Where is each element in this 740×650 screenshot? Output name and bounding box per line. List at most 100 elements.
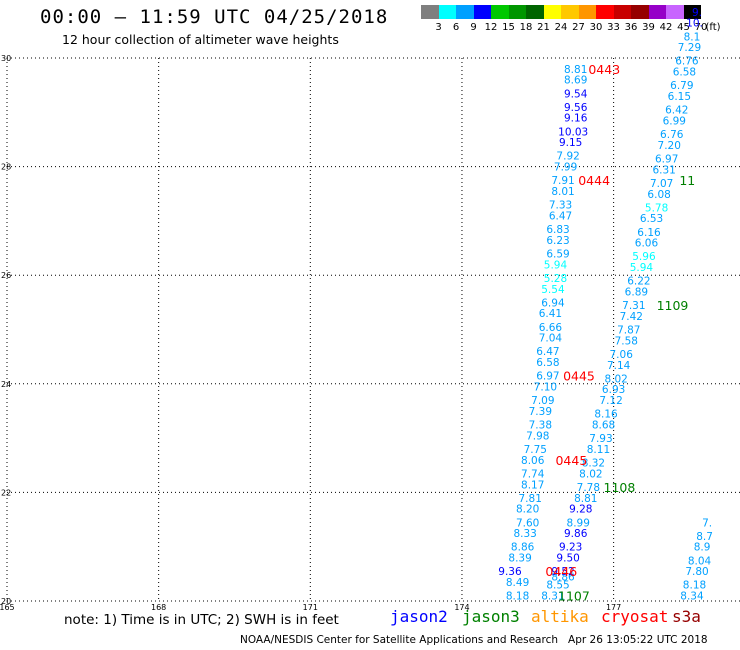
swh-value-70: 6.89 xyxy=(625,286,648,298)
legend-swatch-3 xyxy=(421,5,439,19)
swh-value-33: 7.74 xyxy=(521,468,545,480)
legend-swatch-18 xyxy=(508,5,526,19)
swh-value-16: 5.94 xyxy=(544,259,568,271)
swh-value-57: 8.11 xyxy=(587,444,610,456)
swh-value-93: 9. xyxy=(692,7,702,19)
pass-time-7: 1108 xyxy=(604,480,636,495)
swh-value-92: 10. xyxy=(686,18,703,30)
legend-label-42: 42 xyxy=(659,22,673,33)
y-tick-label-28: 28 xyxy=(1,163,11,172)
swh-value-11: 7.33 xyxy=(549,200,572,212)
legend-label-15: 15 xyxy=(502,22,515,33)
swh-value-28: 7.39 xyxy=(529,406,552,418)
swh-value-79: 7.07 xyxy=(650,178,673,190)
y-tick-label-20: 20 xyxy=(1,597,11,606)
swh-value-15: 6.59 xyxy=(546,248,569,260)
legend-swatch-33 xyxy=(596,5,614,19)
swh-value-62: 6.93 xyxy=(602,384,625,396)
legend-label-6: 6 xyxy=(452,22,460,33)
legend-swatch-27 xyxy=(561,5,579,19)
swh-value-86: 6.15 xyxy=(668,91,691,103)
x-tick-label-171: 171 xyxy=(303,603,318,612)
swh-value-85: 6.42 xyxy=(665,105,688,117)
swh-value-23: 6.47 xyxy=(536,346,559,358)
swh-value-66: 7.58 xyxy=(615,335,638,347)
swh-value-52: 9.28 xyxy=(569,504,592,516)
footer-credit: NOAA/NESDIS Center for Satellite Applica… xyxy=(240,634,708,646)
swh-value-17: 5.28 xyxy=(544,273,567,285)
swh-value-3: 9.56 xyxy=(564,102,588,114)
swh-value-82: 7.20 xyxy=(658,140,681,152)
swh-value-4: 9.16 xyxy=(564,113,588,125)
legend-swatch-42 xyxy=(648,5,666,19)
swh-value-100: 7. xyxy=(702,517,712,529)
swh-value-91: 8.1 xyxy=(684,31,701,43)
legend-label-18: 18 xyxy=(519,22,533,33)
satellite-cryosat: cryosat xyxy=(601,607,669,626)
swh-value-68: 7.42 xyxy=(620,311,643,323)
satellite-s3a: s3a xyxy=(672,607,701,626)
legend-swatch-45 xyxy=(666,5,684,19)
swh-value-31: 7.75 xyxy=(524,444,547,456)
swh-value-99: 8.7 xyxy=(696,531,713,543)
swh-value-61: 7.12 xyxy=(599,395,622,407)
swh-value-94: 8.34 xyxy=(680,591,704,603)
swh-value-1: 8.69 xyxy=(564,75,587,87)
swh-value-67: 7.87 xyxy=(617,325,640,337)
legend-swatch-9 xyxy=(456,5,474,19)
legend-swatch-15 xyxy=(491,5,509,19)
swh-value-53: 8.81 xyxy=(574,493,597,505)
legend-label-3: 3 xyxy=(435,22,442,33)
legend-label-24: 24 xyxy=(554,22,568,33)
swh-value-10: 8.01 xyxy=(551,186,574,198)
swh-value-18: 5.54 xyxy=(541,284,565,296)
x-tick-label-168: 168 xyxy=(151,603,166,612)
swh-value-36: 8.20 xyxy=(516,504,539,516)
swh-value-49: 9.23 xyxy=(559,542,582,554)
swh-value-39: 8.86 xyxy=(511,542,535,554)
legend-label-39: 39 xyxy=(642,22,655,33)
pass-time-6: 1109 xyxy=(657,298,689,313)
swh-value-45: 8.55 xyxy=(546,580,569,592)
swh-value-38: 8.33 xyxy=(513,528,536,540)
swh-value-54: 7.78 xyxy=(577,482,600,494)
pass-time-5: 11 xyxy=(679,173,695,188)
swh-value-48: 9.50 xyxy=(556,553,579,565)
swh-value-98: 8.9 xyxy=(694,542,711,554)
swh-value-26: 7.10 xyxy=(534,382,557,394)
swh-value-2: 9.54 xyxy=(564,88,588,100)
swh-value-37: 7.60 xyxy=(516,517,539,529)
swh-value-25: 6.97 xyxy=(536,371,559,383)
swh-value-65: 7.06 xyxy=(610,349,634,361)
legend-swatch-12 xyxy=(473,5,491,19)
swh-value-55: 8.02 xyxy=(579,468,602,480)
swh-value-6: 9.15 xyxy=(559,137,582,149)
chart-subtitle: 12 hour collection of altimeter wave hei… xyxy=(62,32,339,47)
swh-value-42: 8.49 xyxy=(506,577,529,589)
swh-value-78: 6.08 xyxy=(647,189,670,201)
pass-time-2: 0445 xyxy=(563,369,595,384)
chart-title: 00:00 – 11:59 UTC 04/25/2018 xyxy=(40,6,389,28)
legend-label-27: 27 xyxy=(572,22,585,33)
swh-value-24: 6.58 xyxy=(536,357,559,369)
legend-swatch-39 xyxy=(631,5,649,19)
legend-label-45: 45 xyxy=(677,22,690,33)
swh-value-8: 7.99 xyxy=(554,162,577,174)
satellite-jason3: jason3 xyxy=(462,607,520,626)
legend-swatch-6 xyxy=(438,5,456,19)
swh-value-58: 7.93 xyxy=(589,433,612,445)
legend-unit: (ft) xyxy=(705,22,721,33)
swh-value-40: 8.39 xyxy=(508,553,531,565)
swh-value-14: 6.23 xyxy=(546,235,569,247)
swh-value-19: 6.94 xyxy=(541,297,565,309)
y-tick-label-26: 26 xyxy=(1,271,11,280)
swh-value-77: 5.78 xyxy=(645,202,668,214)
swh-value-88: 6.58 xyxy=(673,67,696,79)
swh-value-83: 6.76 xyxy=(660,129,684,141)
satellite-jason2: jason2 xyxy=(390,607,448,626)
satellite-altika: altika xyxy=(531,607,589,626)
legend-label-9: 9 xyxy=(470,22,477,33)
legend-label-12: 12 xyxy=(484,22,498,33)
swh-value-27: 7.09 xyxy=(531,395,554,407)
